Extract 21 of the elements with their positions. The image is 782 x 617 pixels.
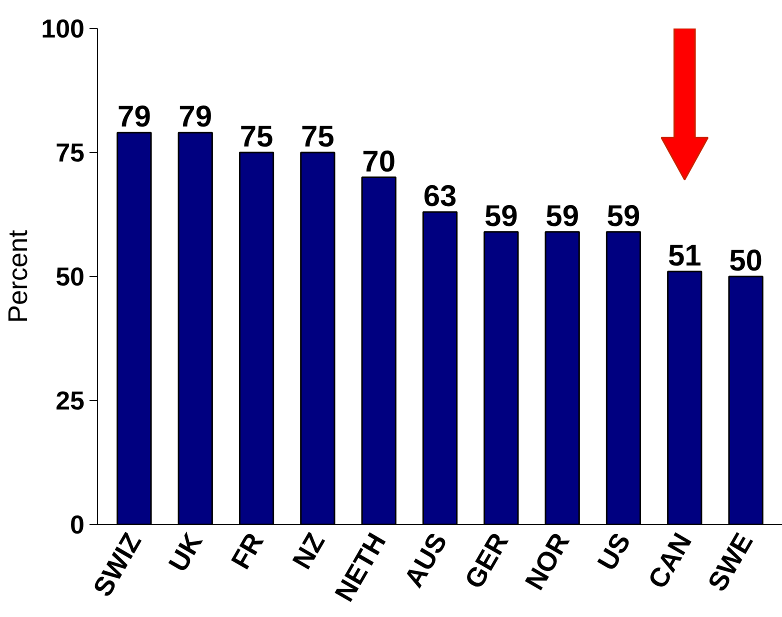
data-label: 75 [300, 120, 334, 154]
data-label: 59 [484, 200, 518, 233]
y-axis-title: Percent [3, 229, 34, 324]
data-label: 50 [729, 244, 762, 278]
data-label: 70 [362, 145, 396, 178]
data-label: 59 [606, 200, 640, 233]
data-label: 59 [546, 200, 580, 233]
y-tick-label: 100 [41, 14, 85, 44]
x-tick-label: UK [162, 528, 209, 577]
y-tick-label: 0 [70, 510, 85, 540]
x-tick-label: NZ [286, 528, 331, 574]
y-tick-label: 25 [56, 386, 84, 416]
data-label: 63 [423, 180, 457, 214]
y-tick-label: 75 [56, 138, 84, 168]
data-label: 79 [178, 100, 212, 134]
data-label: 79 [118, 100, 151, 134]
data-label: 51 [668, 240, 702, 273]
x-tick-label: US [592, 528, 636, 576]
data-label: 75 [240, 120, 274, 154]
x-tick-label: FR [226, 528, 270, 574]
y-tick-label: 50 [56, 262, 84, 292]
